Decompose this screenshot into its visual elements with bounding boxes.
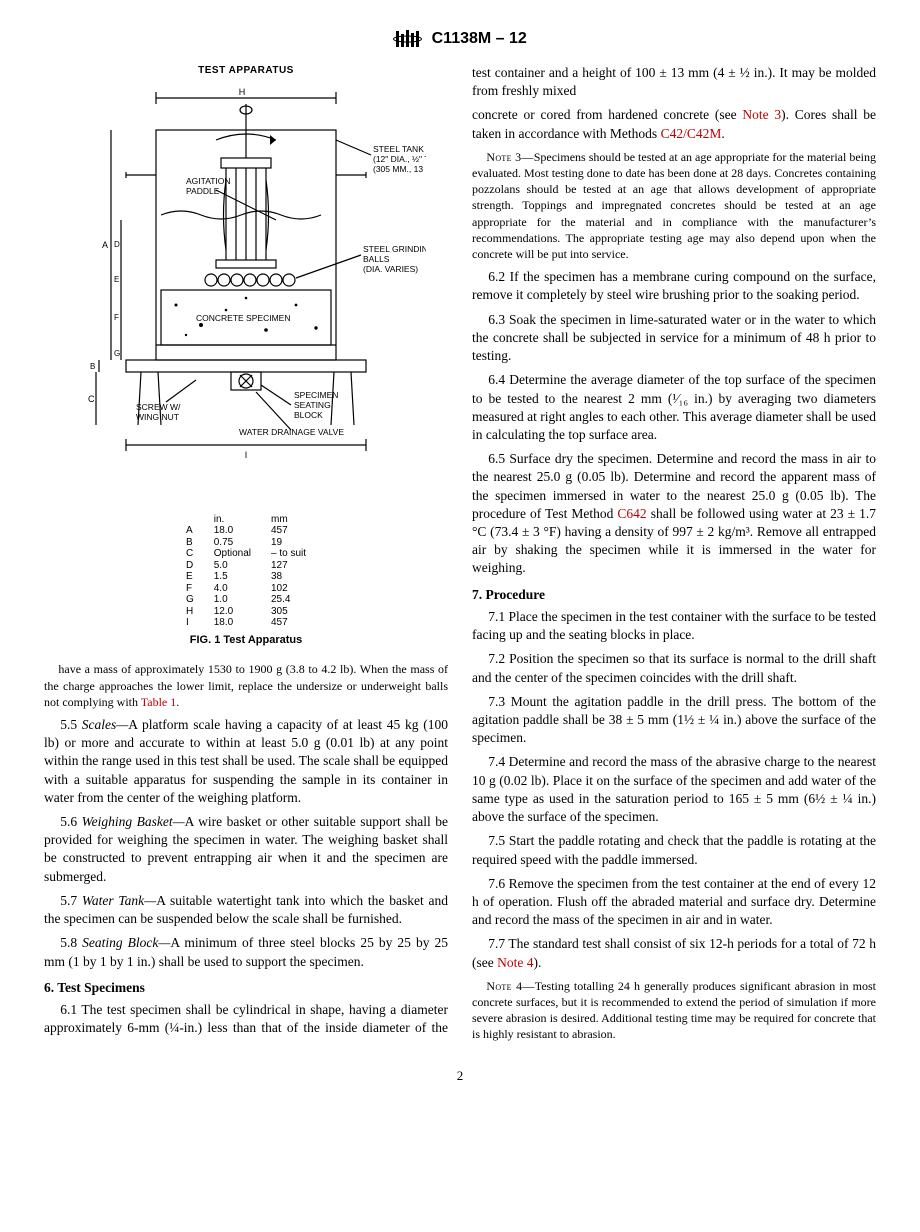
svg-text:PADDLE: PADDLE [186, 186, 220, 196]
p-5.6: 5.6 Weighing Basket—A wire basket or oth… [44, 813, 448, 886]
dimension-table: in.mm A18.0457 B0.7519 COptional– to sui… [176, 514, 316, 629]
p-7.5: 7.5 Start the paddle rotating and check … [472, 832, 876, 868]
svg-text:E: E [114, 275, 119, 284]
two-column-body: TEST APPARATUS H [44, 64, 876, 1043]
svg-text:C: C [88, 394, 95, 404]
c42-link: C42/C42M [661, 126, 722, 141]
note-3: Note 3—Specimens should be tested at an … [472, 149, 876, 262]
svg-text:(DIA. VARIES): (DIA. VARIES) [363, 264, 418, 274]
svg-text:F: F [114, 313, 119, 322]
note3-ref: Note 3 [742, 107, 781, 122]
p-6.3: 6.3 Soak the specimen in lime-saturated … [472, 311, 876, 366]
p-7.7: 7.7 The standard test shall consist of s… [472, 935, 876, 971]
svg-text:D: D [114, 240, 120, 249]
svg-text:WING NUT: WING NUT [136, 412, 179, 422]
charge-note: have a mass of approximately 1530 to 190… [44, 661, 448, 710]
p-5.7: 5.7 Water Tank—A suitable watertight tan… [44, 892, 448, 928]
svg-text:G: G [114, 349, 120, 358]
svg-text:(12" DIA., ½" THICK: (12" DIA., ½" THICK [373, 154, 426, 164]
p-5.5: 5.5 Scales—A platform scale having a cap… [44, 716, 448, 807]
figure-top-label: TEST APPARATUS [44, 64, 448, 78]
test-apparatus-diagram: H [66, 80, 426, 510]
svg-text:SEATING: SEATING [294, 400, 331, 410]
section-7-head: 7. Procedure [472, 586, 876, 604]
svg-text:A: A [102, 240, 108, 250]
p-7.3: 7.3 Mount the agitation paddle in the dr… [472, 693, 876, 748]
p-6.5: 6.5 Surface dry the specimen. Determine … [472, 450, 876, 578]
section-6-head: 6. Test Specimens [44, 979, 448, 997]
p-5.8: 5.8 Seating Block—A minimum of three ste… [44, 934, 448, 970]
p-7.1: 7.1 Place the specimen in the test conta… [472, 608, 876, 644]
note-4: Note 4—Testing totalling 24 h generally … [472, 978, 876, 1043]
designation: C1138M – 12 [432, 30, 527, 47]
figure-caption: FIG. 1 Test Apparatus [44, 633, 448, 648]
figure-1: TEST APPARATUS H [44, 64, 448, 647]
p-6.1b: concrete or cored from hardened concrete… [472, 106, 876, 142]
svg-text:B: B [90, 362, 95, 371]
page-number: 2 [44, 1067, 876, 1085]
svg-text:AGITATION: AGITATION [186, 176, 231, 186]
svg-text:STEEL TANK: STEEL TANK [373, 144, 424, 154]
c642-link: C642 [617, 506, 646, 521]
note4-ref: Note 4 [497, 955, 533, 970]
svg-text:STEEL GRINDING: STEEL GRINDING [363, 244, 426, 254]
svg-text:BALLS: BALLS [363, 254, 390, 264]
svg-text:SCREW W/: SCREW W/ [136, 402, 181, 412]
p-6.4: 6.4 Determine the average diameter of th… [472, 371, 876, 444]
p-7.2: 7.2 Position the specimen so that its su… [472, 650, 876, 686]
svg-text:I: I [245, 450, 248, 460]
doc-header: C1138M – 12 [44, 28, 876, 50]
svg-text:BLOCK: BLOCK [294, 410, 323, 420]
table1-link: Table 1 [141, 695, 176, 709]
svg-text:CONCRETE SPECIMEN: CONCRETE SPECIMEN [196, 313, 290, 323]
svg-text:(305 MM., 13 MM.): (305 MM., 13 MM.) [373, 164, 426, 174]
p-6.2: 6.2 If the specimen has a membrane curin… [472, 268, 876, 304]
astm-logo [393, 28, 423, 50]
p-7.4: 7.4 Determine and record the mass of the… [472, 753, 876, 826]
svg-text:H: H [239, 87, 246, 97]
svg-text:WATER DRAINAGE VALVE: WATER DRAINAGE VALVE [239, 427, 344, 437]
p-7.6: 7.6 Remove the specimen from the test co… [472, 875, 876, 930]
svg-text:SPECIMEN: SPECIMEN [294, 390, 338, 400]
